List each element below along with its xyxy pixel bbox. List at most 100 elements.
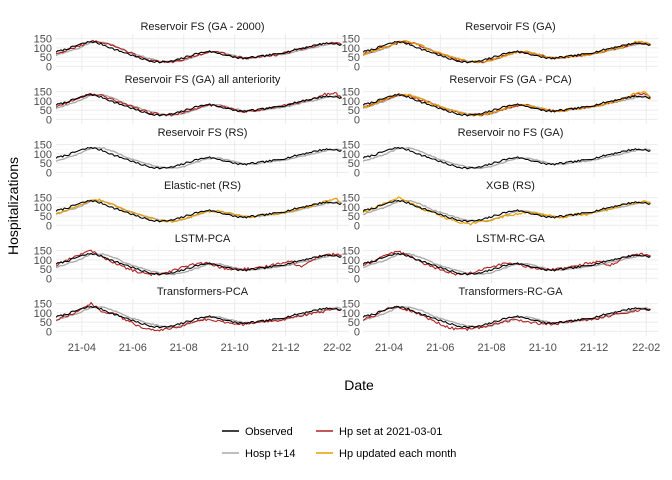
facet-title: LSTM-PCA [175, 233, 231, 245]
y-axis-title: Hospitalizations [5, 157, 21, 255]
y-tick-label: 150 [34, 246, 52, 258]
series-line-observed [56, 305, 342, 329]
y-tick-label: 0 [354, 114, 360, 126]
facet-title: Reservoir FS (GA) [465, 21, 555, 33]
y-tick-label: 100 [342, 96, 360, 108]
y-tick-label: 100 [342, 255, 360, 267]
y-tick-label: 150 [342, 193, 360, 205]
y-tick-label: 0 [46, 326, 52, 338]
series-line-hosp14 [56, 93, 342, 117]
y-tick-label: 0 [354, 273, 360, 285]
y-tick-label: 0 [46, 167, 52, 179]
series-line-hosp14 [363, 40, 651, 64]
facet-title: LSTM-RC-GA [476, 233, 545, 245]
series-line-observed [56, 40, 342, 64]
x-tick-label: 22-02 [323, 342, 351, 354]
y-tick-label: 50 [348, 52, 360, 64]
series-line-observed [56, 146, 342, 170]
y-tick-label: 150 [342, 299, 360, 311]
facet-title: Reservoir FS (GA - 2000) [140, 21, 264, 33]
legend-label: Hosp t+14 [245, 448, 295, 460]
y-tick-label: 100 [34, 202, 52, 214]
y-tick-label: 150 [342, 140, 360, 152]
x-tick-label: 21-12 [271, 342, 299, 354]
facet-title: Reservoir FS (RS) [158, 127, 248, 139]
y-tick-label: 50 [40, 264, 52, 276]
series-line-hp_fixed [363, 250, 651, 276]
series-line-hp_updated [363, 91, 651, 117]
series-line-hosp14 [363, 306, 651, 329]
y-tick-label: 100 [342, 43, 360, 55]
y-tick-label: 0 [354, 167, 360, 179]
y-tick-label: 150 [34, 193, 52, 205]
series-line-hosp14 [56, 200, 342, 222]
x-tick-label: 21-04 [68, 342, 96, 354]
y-tick-label: 50 [348, 158, 360, 170]
facet-title: XGB (RS) [486, 180, 535, 192]
facet-title: Reservoir FS (GA - PCA) [449, 74, 571, 86]
y-tick-label: 150 [342, 87, 360, 99]
series-line-hosp14 [363, 199, 651, 222]
y-tick-label: 150 [34, 140, 52, 152]
series-line-observed [363, 146, 651, 170]
series-line-hp_updated [363, 40, 651, 64]
series-line-hp_fixed [363, 305, 651, 331]
facet-title: Reservoir no FS (GA) [458, 127, 564, 139]
y-tick-label: 150 [342, 246, 360, 258]
series-line-hp_updated [363, 196, 651, 226]
y-tick-label: 0 [354, 220, 360, 232]
legend-item-observed: Observed [222, 426, 293, 438]
facet-panel: Reservoir FS (GA) all anteriority 0501001… [34, 74, 349, 126]
legend-item-hp_updated: Hp updated each month [316, 448, 456, 460]
y-tick-label: 150 [34, 87, 52, 99]
series-line-observed [363, 199, 651, 223]
facet-title: Transformers-PCA [157, 286, 249, 298]
legend-label: Hp set at 2021-03-01 [339, 426, 442, 438]
legend-label: Hp updated each month [339, 448, 456, 460]
x-tick-label: 21-06 [426, 342, 454, 354]
y-tick-label: 50 [348, 211, 360, 223]
y-tick-label: 150 [34, 299, 52, 311]
y-tick-label: 150 [342, 34, 360, 46]
facet-title: Reservoir FS (GA) all anteriority [125, 74, 281, 86]
series-line-observed [363, 305, 651, 329]
y-tick-label: 100 [34, 255, 52, 267]
series-line-hp_fixed [56, 91, 342, 117]
y-tick-label: 100 [342, 149, 360, 161]
series-line-hosp14 [56, 41, 342, 63]
y-tick-label: 150 [34, 34, 52, 46]
series-line-observed [56, 199, 342, 223]
y-tick-label: 100 [34, 308, 52, 320]
x-axis-title: Date [344, 377, 374, 393]
series-line-hosp14 [363, 252, 651, 276]
y-tick-label: 100 [34, 43, 52, 55]
series-line-observed [363, 40, 651, 64]
y-tick-label: 100 [34, 149, 52, 161]
series-line-hp_updated [56, 197, 342, 223]
y-tick-label: 50 [40, 105, 52, 117]
x-tick-label: 21-10 [529, 342, 557, 354]
legend-label: Observed [245, 426, 293, 438]
series-line-observed [363, 252, 651, 276]
y-tick-label: 100 [342, 308, 360, 320]
series-line-hosp14 [56, 253, 342, 276]
y-tick-label: 50 [348, 317, 360, 329]
series-line-hosp14 [56, 146, 342, 169]
x-tick-label: 21-08 [170, 342, 198, 354]
series-line-hp_fixed [56, 301, 342, 332]
y-tick-label: 50 [40, 317, 52, 329]
y-tick-label: 0 [354, 61, 360, 73]
y-tick-label: 100 [34, 96, 52, 108]
series-line-observed [56, 252, 342, 276]
y-tick-label: 100 [342, 202, 360, 214]
series-line-observed [363, 93, 651, 117]
series-line-observed [56, 93, 342, 117]
